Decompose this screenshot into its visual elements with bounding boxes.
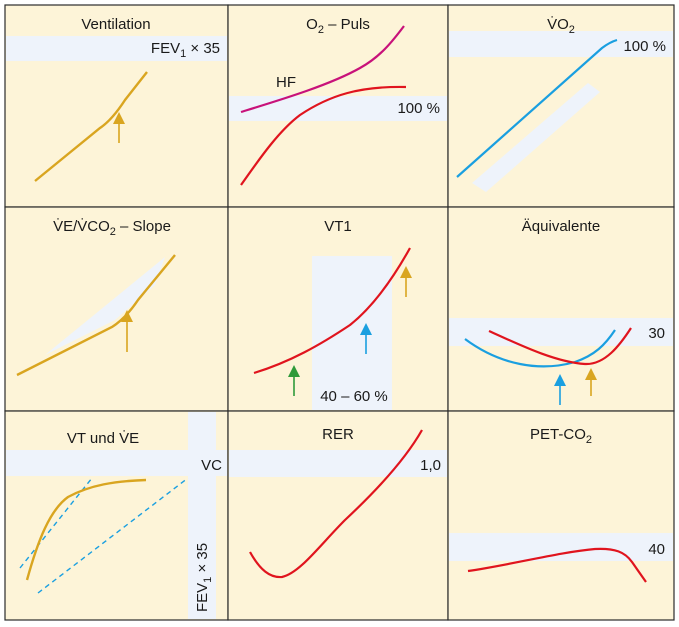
percent-label: 100 %	[623, 38, 666, 55]
o2-pulse-curve	[240, 85, 407, 186]
vo2-curve	[456, 38, 618, 178]
reference-band	[6, 36, 227, 61]
fev-label: FEV1 × 35	[151, 40, 220, 60]
range-band	[312, 256, 392, 410]
slope-band	[45, 257, 165, 355]
panel-title: PET-CO2	[530, 426, 592, 446]
value-label: 30	[648, 325, 665, 342]
diagonal-band	[472, 83, 600, 192]
yellow-arrow	[400, 266, 412, 297]
panel-title: O2 – Puls	[306, 16, 370, 36]
vt-tangent-line	[19, 477, 93, 569]
ventilation-curve	[34, 71, 148, 182]
fev-label: FEV1 × 35	[194, 543, 214, 612]
reference-band	[449, 31, 673, 57]
panel-background	[447, 410, 675, 621]
reference-band	[449, 533, 673, 561]
panel-vt1: VT1 40 – 60 %	[227, 206, 449, 412]
value-label: 40	[648, 541, 665, 558]
panel-title: VT und V̇E	[67, 430, 139, 447]
panel-ve-vco2-slope: V̇E/V̇CO2 – Slope	[4, 206, 229, 412]
reference-band	[229, 96, 447, 121]
panel-o2-puls: O2 – Puls HF 100 %	[227, 4, 449, 208]
percent-label: 100 %	[397, 100, 440, 117]
panel-title: Ventilation	[81, 16, 150, 33]
panel-title: RER	[322, 426, 354, 443]
vc-label: VC	[201, 457, 222, 474]
ve-vco2-curve	[488, 327, 632, 366]
panel-aequivalente: Äquivalente 30	[447, 206, 675, 412]
vt1-curve	[253, 247, 411, 375]
hf-label: HF	[276, 74, 296, 91]
panel-vt-und-ve: VT und V̇E VC FEV1 × 35	[4, 410, 229, 621]
hf-curve	[240, 25, 405, 114]
vt-curve	[25, 478, 147, 581]
vertical-band	[188, 412, 216, 619]
threshold-arrow	[113, 112, 125, 143]
panel-rer: RER 1,0	[227, 410, 449, 621]
rer-curve	[249, 429, 423, 579]
pet-co2-curve	[467, 547, 647, 583]
panel-title: V̇E/V̇CO2 – Slope	[53, 218, 171, 238]
panel-title: V̇O2	[547, 16, 575, 36]
blue-arrow	[554, 374, 566, 405]
reference-band	[449, 318, 673, 346]
ve-reference-line	[37, 477, 189, 594]
panel-vo2: V̇O2 100 %	[447, 4, 675, 208]
blue-arrow	[360, 323, 372, 354]
panel-pet-co2: PET-CO2 40	[447, 410, 675, 621]
yellow-arrow	[585, 368, 597, 396]
value-label: 1,0	[420, 457, 441, 474]
green-arrow	[288, 365, 300, 396]
ve-vo2-curve	[464, 329, 616, 368]
panel-ventilation: Ventilation FEV1 × 35	[4, 4, 229, 208]
reference-band	[229, 450, 447, 477]
panel-title: Äquivalente	[522, 218, 600, 235]
panel-title: VT1	[324, 218, 352, 235]
threshold-arrow	[121, 310, 133, 352]
range-label: 40 – 60 %	[320, 388, 388, 405]
